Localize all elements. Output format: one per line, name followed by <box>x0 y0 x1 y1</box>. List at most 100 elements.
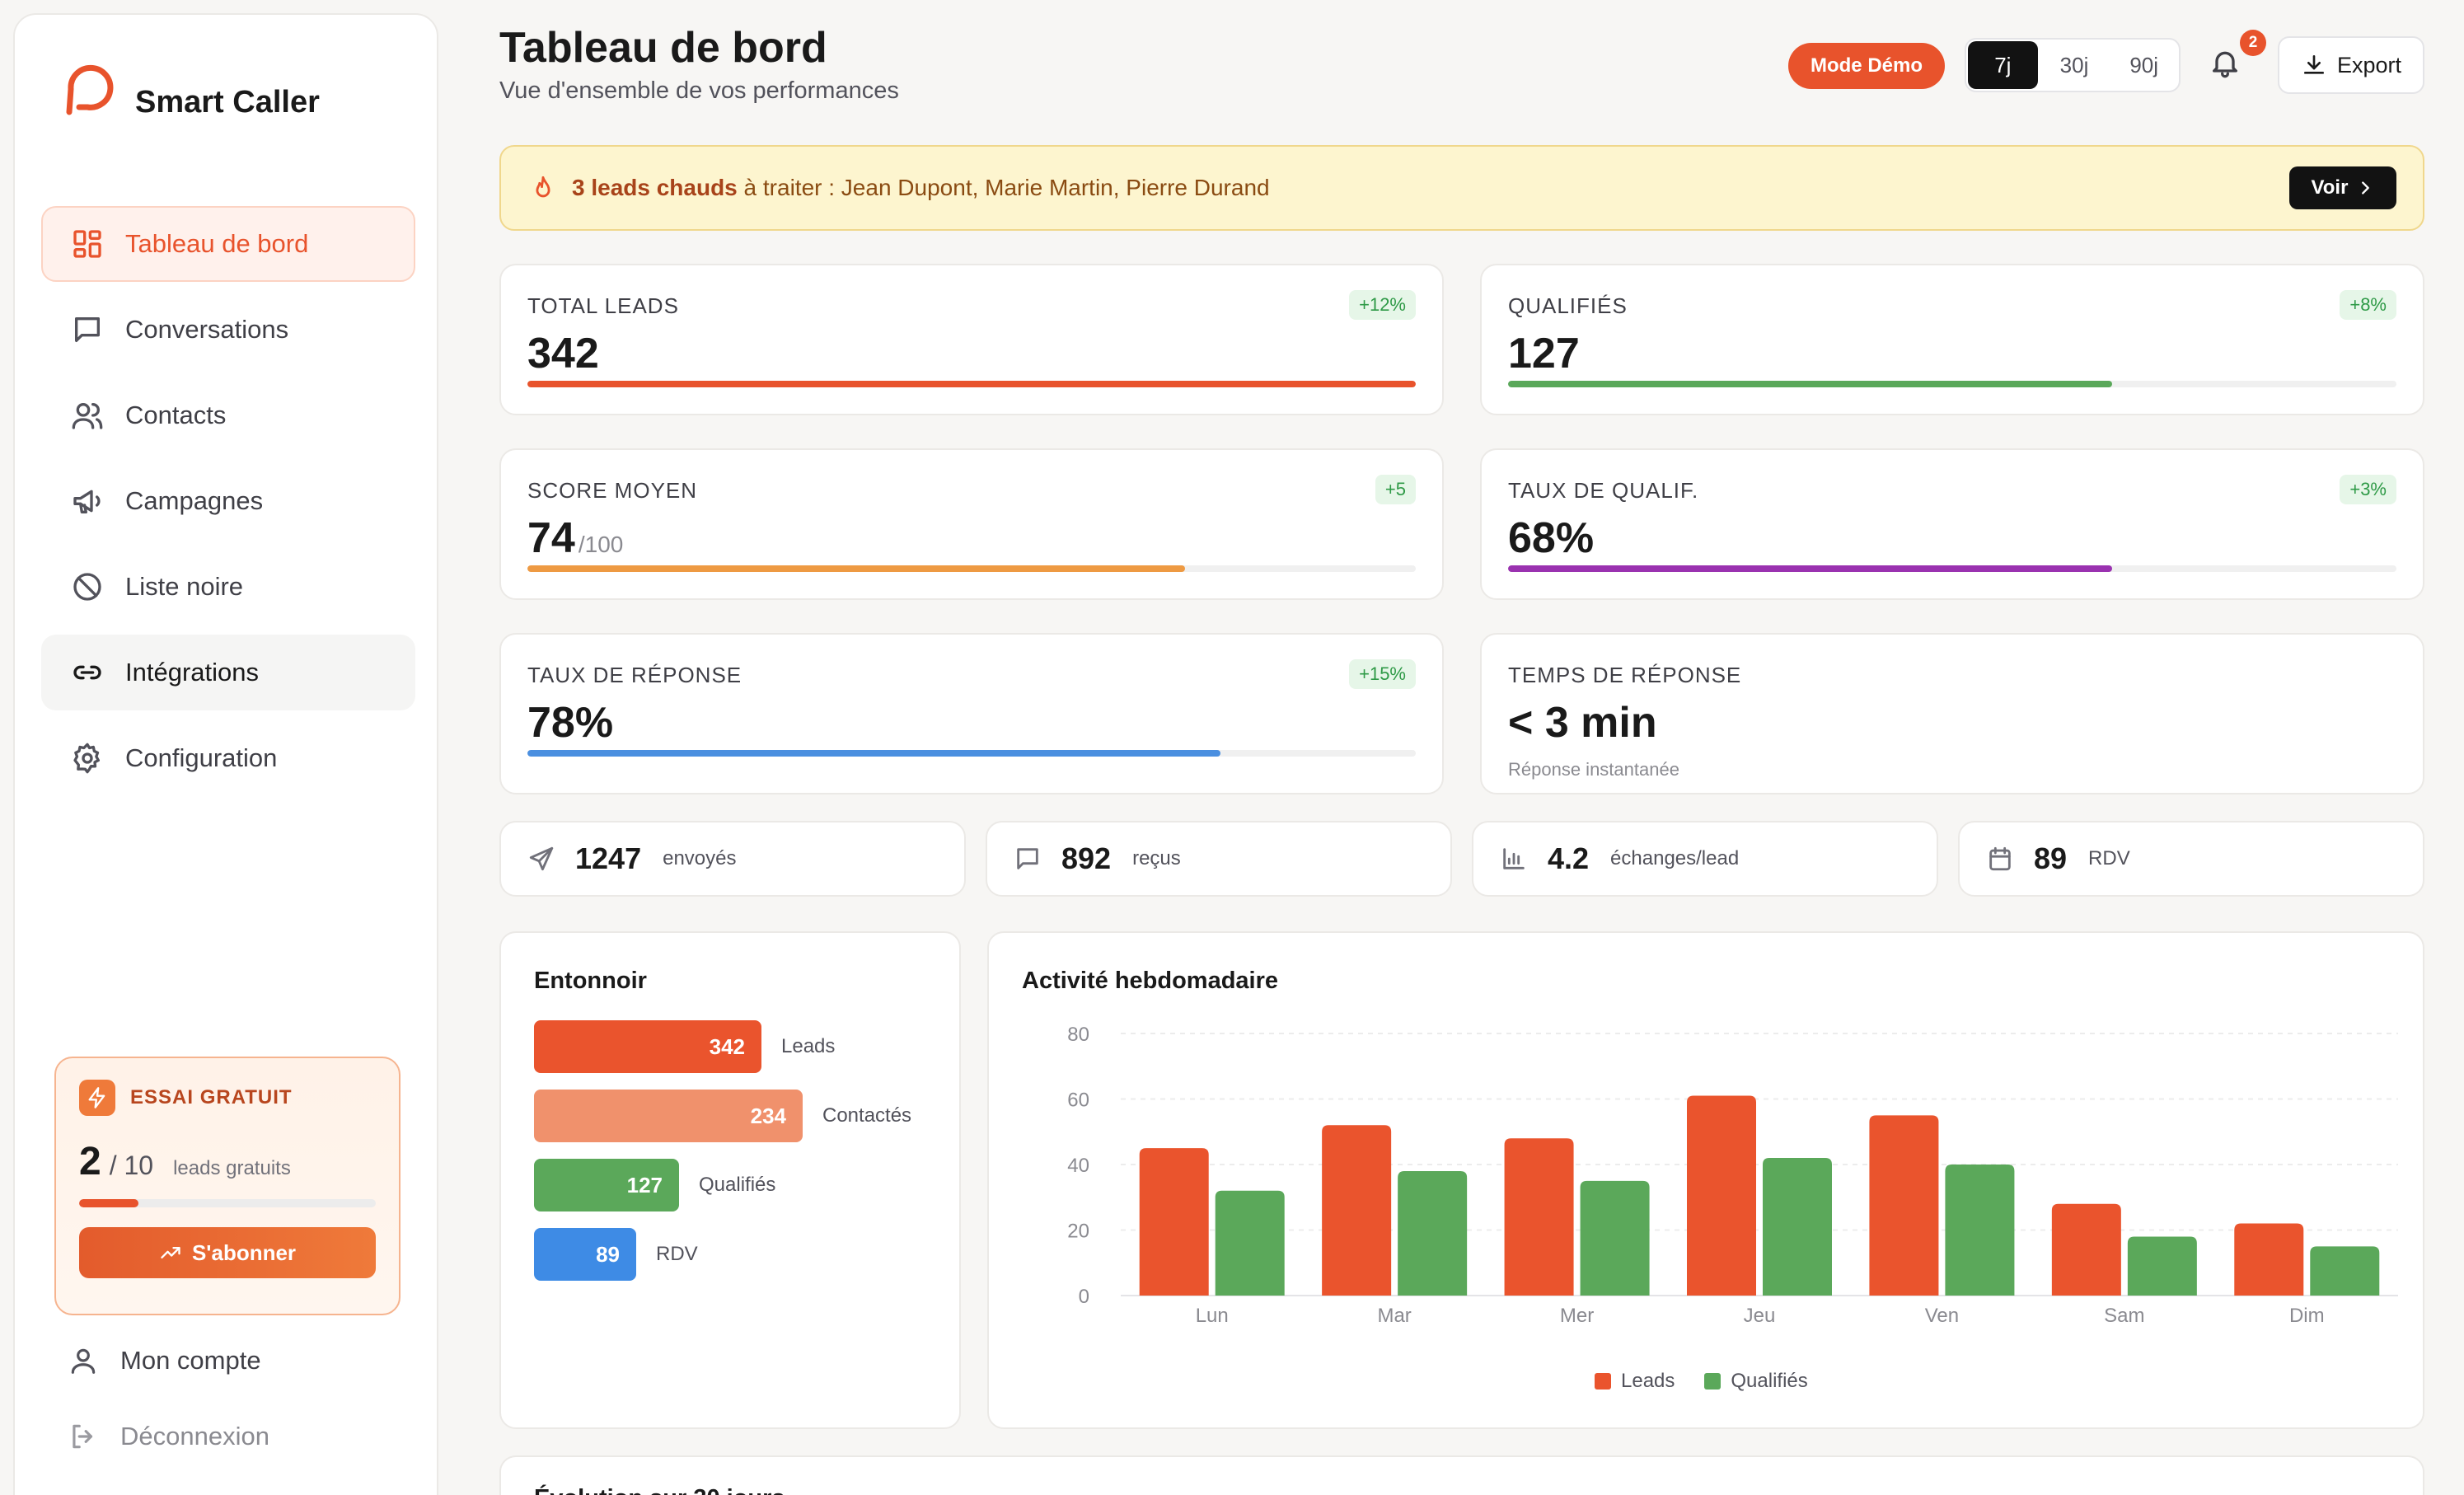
weekly-bar-chart: 0 20 40 60 80 Lun Mar Mer Jeu Ven Sam Dim <box>1067 1024 2398 1327</box>
stat-label: échanges/lead <box>1610 847 1740 869</box>
demo-mode-badge[interactable]: Mode Démo <box>1788 43 1945 89</box>
sidebar-nav: Tableau de bord Conversations Contacts C… <box>41 206 415 806</box>
kpi-delta-badge: +3% <box>2340 475 2396 504</box>
notification-count-badge: 2 <box>2240 30 2266 56</box>
sidebar-item-label: Configuration <box>125 743 278 772</box>
app-logo[interactable]: Smart Caller <box>59 56 320 120</box>
bar-qualifiés <box>1398 1170 1468 1296</box>
kpi-total-leads: TOTAL LEADS +12% 342 <box>499 264 1444 415</box>
y-tick-label: 20 <box>1067 1221 1089 1243</box>
y-tick-label: 40 <box>1067 1155 1089 1177</box>
message-icon <box>1017 848 1038 869</box>
kpi-progress <box>1508 565 2396 572</box>
sidebar-item-integrations[interactable]: Intégrations <box>41 635 415 710</box>
export-label: Export <box>2336 52 2402 77</box>
kpi-label: SCORE MOYEN <box>527 478 698 503</box>
bar-chart-icon <box>1503 848 1525 869</box>
bar-qualifiés <box>1580 1180 1650 1296</box>
funnel-bar: 89 <box>534 1228 636 1281</box>
page-title: Tableau de bord <box>499 24 827 72</box>
alert-text: 3 leads chauds à traiter : Jean Dupont, … <box>572 175 1270 201</box>
kpi-progress-fill <box>527 381 1416 387</box>
range-90j[interactable]: 90j <box>2129 52 2159 77</box>
logout-label: Déconnexion <box>120 1422 269 1450</box>
bar-leads <box>1322 1125 1392 1296</box>
calendar-icon <box>1989 846 2011 871</box>
subscribe-button[interactable]: S'abonner <box>79 1227 376 1278</box>
app-name: Smart Caller <box>135 85 320 120</box>
kpi-value: 342 <box>527 330 599 377</box>
bar-leads <box>1869 1115 1939 1296</box>
funnel-bar: 127 <box>534 1159 679 1211</box>
range-7j[interactable]: 7j <box>1968 41 2038 89</box>
flame-icon <box>536 176 550 198</box>
x-tick-label: Mer <box>1560 1305 1594 1327</box>
sidebar-item-label: Campagnes <box>125 486 264 515</box>
legend-item-leads: Leads <box>1595 1370 1675 1393</box>
link-icon <box>73 665 101 680</box>
x-tick-label: Lun <box>1196 1305 1229 1327</box>
sidebar-item-contacts[interactable]: Contacts <box>41 377 415 453</box>
sidebar-item-configuration[interactable]: Configuration <box>41 720 415 796</box>
legend-swatch <box>1704 1373 1722 1390</box>
legend-swatch <box>1595 1373 1611 1390</box>
stat-sent: 1247 envoyés <box>499 821 966 897</box>
kpi-value: 68% <box>1508 514 1595 562</box>
sidebar-item-conversations[interactable]: Conversations <box>41 292 415 368</box>
megaphone-icon <box>73 490 101 513</box>
stat-value: 4.2 <box>1548 841 1590 875</box>
x-tick-label: Mar <box>1377 1305 1411 1327</box>
bar-leads <box>1504 1138 1574 1296</box>
funnel-stage: 342 Leads <box>534 1020 835 1073</box>
logout-link[interactable]: Déconnexion <box>26 1401 401 1472</box>
range-30j[interactable]: 30j <box>2059 52 2089 77</box>
export-button[interactable]: Export <box>2278 36 2424 94</box>
bar-leads <box>1139 1148 1209 1296</box>
kpi-label: TOTAL LEADS <box>527 293 679 318</box>
sidebar-item-label: Conversations <box>125 315 289 344</box>
bar-leads <box>2051 1203 2121 1296</box>
stat-label: RDV <box>2088 847 2130 869</box>
funnel-label: Qualifiés <box>699 1174 776 1196</box>
funnel-stage: 127 Qualifiés <box>534 1159 775 1211</box>
kpi-progress <box>527 565 1416 572</box>
kpi-average-score: SCORE MOYEN +5 74/100 <box>499 448 1444 600</box>
sidebar-item-campagnes[interactable]: Campagnes <box>41 463 415 539</box>
kpi-note: Réponse instantanée <box>1508 759 1679 780</box>
trial-progress <box>79 1199 376 1207</box>
funnel-bar: 234 <box>534 1090 803 1142</box>
stat-label: reçus <box>1132 847 1181 869</box>
trending-up-icon <box>161 1247 180 1258</box>
sidebar-item-label: Tableau de bord <box>125 229 309 258</box>
hot-leads-alert: 3 leads chauds à traiter : Jean Dupont, … <box>499 145 2424 231</box>
kpi-value-number: 74 <box>527 514 575 562</box>
lightning-icon <box>79 1080 115 1116</box>
kpi-value: 74/100 <box>527 513 1416 563</box>
funnel-label: Contactés <box>822 1104 912 1127</box>
sidebar-item-dashboard[interactable]: Tableau de bord <box>41 206 415 282</box>
kpi-qualification-rate: TAUX DE QUALIF. +3% 68% <box>1480 448 2424 600</box>
logo-icon <box>66 64 114 115</box>
bar-qualifiés <box>2310 1246 2380 1296</box>
kpi-progress <box>527 381 1416 387</box>
legend-label: Leads <box>1621 1370 1675 1392</box>
sidebar-item-liste-noire[interactable]: Liste noire <box>41 549 415 625</box>
x-tick-label: Sam <box>2104 1305 2144 1327</box>
alert-message: à traiter : Jean Dupont, Marie Martin, P… <box>737 175 1270 200</box>
alert-bold: 3 leads chauds <box>572 175 738 200</box>
kpi-progress-fill <box>527 750 1220 757</box>
account-link[interactable]: Mon compte <box>26 1325 401 1396</box>
y-tick-label: 80 <box>1067 1024 1089 1046</box>
trial-used: 2 <box>79 1140 101 1183</box>
legend-item-qualified: Qualifiés <box>1704 1370 1808 1393</box>
kpi-delta-badge: +12% <box>1349 290 1416 320</box>
view-hot-leads-button[interactable]: Voir <box>2289 166 2396 209</box>
y-tick-label: 60 <box>1067 1090 1089 1112</box>
kpi-label: TAUX DE QUALIF. <box>1508 478 1699 503</box>
stat-value: 89 <box>2034 841 2068 875</box>
stat-value: 1247 <box>575 841 642 875</box>
send-icon <box>529 846 554 871</box>
stat-appointments: 89 RDV <box>1958 821 2424 897</box>
notifications-button[interactable] <box>2209 46 2248 86</box>
funnel-bar: 342 <box>534 1020 761 1073</box>
